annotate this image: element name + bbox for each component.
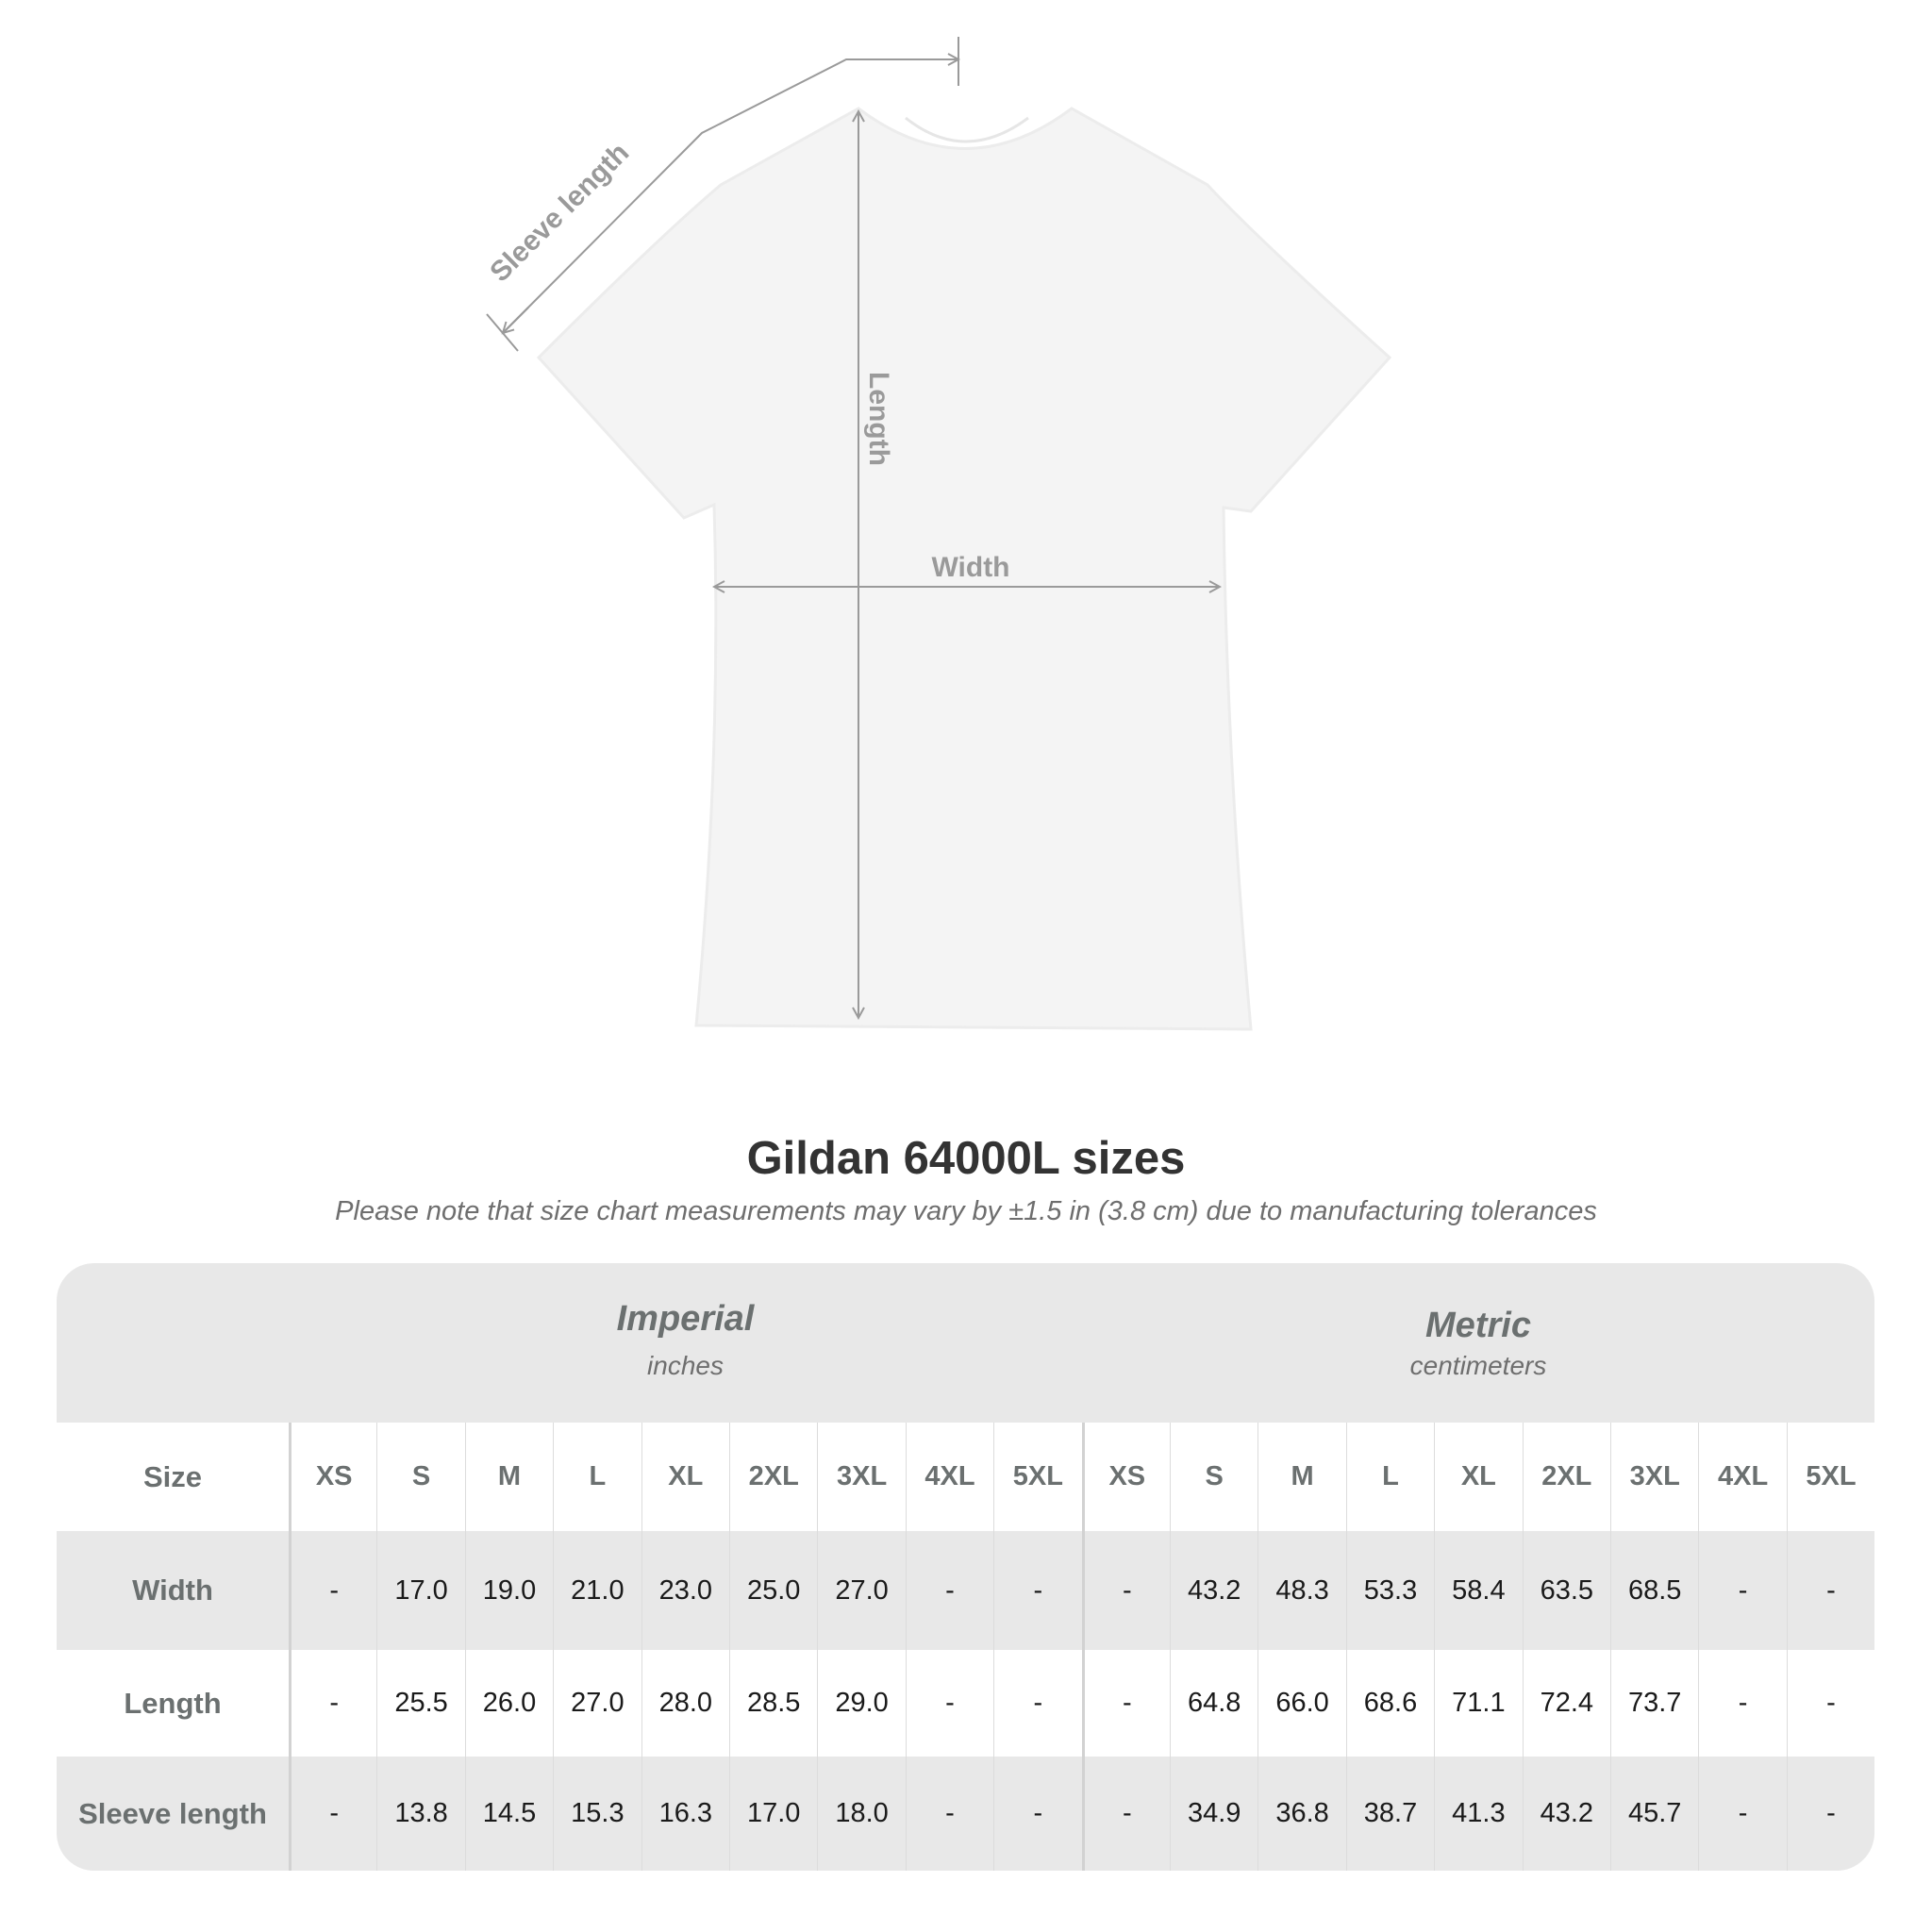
imperial-size-header: 4XL <box>905 1423 993 1531</box>
metric-value-cell: - <box>1786 1531 1874 1650</box>
imperial-value-cell: 21.0 <box>553 1531 641 1650</box>
metric-value-cell: 38.7 <box>1345 1757 1434 1871</box>
metric-value-cell: 45.7 <box>1610 1757 1698 1871</box>
imperial-value-cell: - <box>289 1531 376 1650</box>
width-label: Width <box>931 552 1009 583</box>
metric-size-header: M <box>1257 1423 1345 1531</box>
imperial-value-cell: - <box>289 1650 376 1757</box>
imperial-value-cell: 26.0 <box>464 1650 553 1757</box>
sleeve-length-label: Sleeve length <box>484 137 635 288</box>
metric-value-cell: - <box>1081 1650 1170 1757</box>
metric-value-cell: 53.3 <box>1345 1531 1434 1650</box>
metric-value-cell: 71.1 <box>1434 1650 1522 1757</box>
imperial-value-cell: - <box>993 1757 1081 1871</box>
imperial-value-cell: 17.0 <box>376 1531 464 1650</box>
imperial-value-cell: - <box>289 1757 376 1871</box>
sleeve-guide-line <box>502 59 958 334</box>
imperial-value-cell: 13.8 <box>376 1757 464 1871</box>
imperial-value-cell: 17.0 <box>729 1757 817 1871</box>
metric-size-header: XL <box>1434 1423 1522 1531</box>
tshirt-shape <box>536 107 1392 1031</box>
metric-value-cell: 68.5 <box>1610 1531 1698 1650</box>
imperial-size-header: S <box>376 1423 464 1531</box>
imperial-value-cell: 27.0 <box>553 1650 641 1757</box>
imperial-size-header: L <box>553 1423 641 1531</box>
imperial-value-cell: - <box>905 1757 993 1871</box>
imperial-value-cell: 15.3 <box>553 1757 641 1871</box>
row-label: Width <box>132 1574 213 1607</box>
row-label: Length <box>124 1686 222 1720</box>
metric-value-cell: 72.4 <box>1522 1650 1610 1757</box>
metric-value-cell: - <box>1698 1531 1786 1650</box>
metric-value-cell: - <box>1698 1650 1786 1757</box>
metric-size-header: 5XL <box>1786 1423 1874 1531</box>
metric-value-cell: 63.5 <box>1522 1531 1610 1650</box>
imperial-value-cell: - <box>905 1650 993 1757</box>
imperial-value-cell: 18.0 <box>817 1757 905 1871</box>
size-header: Size <box>142 1459 203 1493</box>
imperial-value-cell: - <box>905 1531 993 1650</box>
page-title: Gildan 64000L sizes <box>746 1133 1186 1184</box>
imperial-value-cell: - <box>993 1531 1081 1650</box>
metric-value-cell: 34.9 <box>1170 1757 1257 1871</box>
metric-value-cell: 64.8 <box>1170 1650 1257 1757</box>
tshirt-diagram: Length Width Sleeve length <box>484 37 1392 1031</box>
metric-value-cell: 43.2 <box>1522 1757 1610 1871</box>
imperial-group: Imperial inches <box>289 1263 1082 1458</box>
metric-size-header: XS <box>1081 1423 1170 1531</box>
imperial-value-cell: 19.0 <box>464 1531 553 1650</box>
tolerance-note: Please note that size chart measurements… <box>335 1196 1597 1226</box>
metric-value-cell: 58.4 <box>1434 1531 1522 1650</box>
metric-heading: Metric <box>1425 1306 1531 1345</box>
imperial-value-cell: 29.0 <box>817 1650 905 1757</box>
imperial-size-header: M <box>464 1423 553 1531</box>
imperial-value-cell: - <box>993 1650 1081 1757</box>
imperial-value-cell: 27.0 <box>817 1531 905 1650</box>
metric-value-cell: 48.3 <box>1257 1531 1345 1650</box>
imperial-value-cell: 25.0 <box>729 1531 817 1650</box>
imperial-value-cell: 28.0 <box>641 1650 729 1757</box>
imperial-heading: Imperial <box>616 1299 755 1339</box>
row-band <box>57 1531 1874 1650</box>
imperial-value-cell: 16.3 <box>641 1757 729 1871</box>
metric-size-header: 3XL <box>1610 1423 1698 1531</box>
imperial-value-cell: 23.0 <box>641 1531 729 1650</box>
size-table: Imperial inches Metric centimeters Size X… <box>57 1263 1874 1871</box>
metric-value-cell: - <box>1786 1757 1874 1871</box>
metric-unit: centimeters <box>1409 1351 1547 1380</box>
imperial-size-header: 5XL <box>993 1423 1081 1531</box>
imperial-size-header: 3XL <box>817 1423 905 1531</box>
metric-value-cell: - <box>1081 1531 1170 1650</box>
imperial-value-cell: 28.5 <box>729 1650 817 1757</box>
metric-size-header: 2XL <box>1522 1423 1610 1531</box>
metric-value-cell: - <box>1786 1650 1874 1757</box>
metric-value-cell: - <box>1081 1757 1170 1871</box>
metric-size-header: L <box>1345 1423 1434 1531</box>
imperial-value-cell: 14.5 <box>464 1757 553 1871</box>
row-label: Sleeve length <box>78 1796 267 1830</box>
imperial-size-header: XL <box>641 1423 729 1531</box>
imperial-size-header: 2XL <box>729 1423 817 1531</box>
metric-value-cell: 66.0 <box>1257 1650 1345 1757</box>
imperial-unit: inches <box>647 1351 724 1380</box>
metric-value-cell: 73.7 <box>1610 1650 1698 1757</box>
metric-value-cell: 68.6 <box>1345 1650 1434 1757</box>
metric-value-cell: 36.8 <box>1257 1757 1345 1871</box>
header-band <box>57 1263 1874 1423</box>
metric-size-header: 4XL <box>1698 1423 1786 1531</box>
imperial-size-header: XS <box>289 1423 376 1531</box>
row-band <box>57 1757 1874 1871</box>
metric-value-cell: 41.3 <box>1434 1757 1522 1871</box>
metric-size-header: S <box>1170 1423 1257 1531</box>
metric-group: Metric centimeters <box>1082 1263 1874 1465</box>
length-label: Length <box>863 372 894 466</box>
imperial-value-cell: 25.5 <box>376 1650 464 1757</box>
metric-value-cell: 43.2 <box>1170 1531 1257 1650</box>
metric-value-cell: - <box>1698 1757 1786 1871</box>
